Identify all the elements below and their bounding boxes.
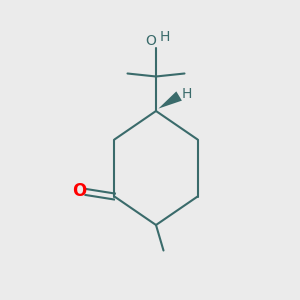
Text: H: H — [182, 87, 192, 100]
Text: O: O — [145, 34, 156, 48]
Text: H: H — [159, 30, 170, 44]
Polygon shape — [158, 92, 182, 109]
Text: O: O — [72, 182, 86, 200]
